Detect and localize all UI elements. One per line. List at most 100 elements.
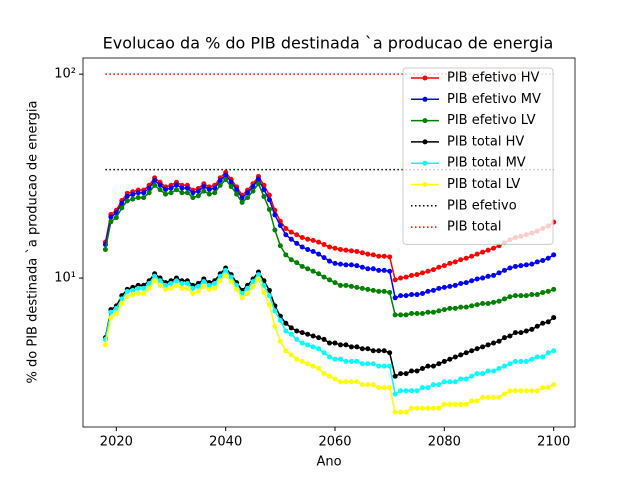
data-point bbox=[365, 266, 371, 272]
data-point bbox=[223, 272, 229, 278]
data-point bbox=[190, 290, 196, 296]
data-point bbox=[529, 292, 535, 298]
plot-frame bbox=[82, 57, 576, 428]
data-point bbox=[491, 394, 497, 400]
legend-marker bbox=[422, 96, 428, 102]
data-point bbox=[354, 284, 360, 290]
data-point bbox=[316, 251, 322, 257]
data-point bbox=[343, 282, 349, 288]
data-point bbox=[266, 287, 272, 293]
data-point bbox=[491, 368, 497, 374]
data-point bbox=[359, 264, 365, 270]
data-point bbox=[359, 382, 365, 388]
data-point bbox=[370, 252, 376, 258]
data-point bbox=[250, 188, 256, 194]
data-point bbox=[447, 283, 453, 289]
data-point bbox=[168, 190, 174, 196]
data-point bbox=[376, 363, 382, 369]
data-point bbox=[376, 253, 382, 259]
data-point bbox=[501, 391, 507, 397]
data-point bbox=[113, 215, 119, 221]
data-point bbox=[343, 358, 349, 364]
data-point bbox=[348, 379, 354, 385]
data-point bbox=[283, 252, 289, 258]
data-point bbox=[130, 191, 136, 197]
data-point bbox=[469, 348, 475, 354]
data-point bbox=[518, 358, 524, 364]
data-point bbox=[173, 278, 179, 284]
data-point bbox=[430, 405, 436, 411]
legend-label: PIB total LV bbox=[447, 177, 520, 192]
data-point bbox=[540, 320, 546, 326]
data-point bbox=[348, 358, 354, 364]
data-point bbox=[217, 177, 223, 183]
data-point bbox=[425, 385, 431, 391]
data-point bbox=[458, 352, 464, 358]
data-point bbox=[398, 293, 404, 299]
data-point bbox=[496, 270, 502, 276]
data-point bbox=[365, 286, 371, 292]
data-point bbox=[288, 236, 294, 242]
data-point bbox=[299, 358, 305, 364]
data-point bbox=[343, 379, 349, 385]
data-point bbox=[381, 267, 387, 273]
data-point bbox=[474, 398, 480, 404]
data-point bbox=[141, 290, 147, 296]
data-point bbox=[409, 311, 415, 317]
data-point bbox=[272, 323, 278, 329]
data-point bbox=[113, 311, 119, 317]
data-point bbox=[469, 253, 475, 259]
data-point bbox=[392, 409, 398, 415]
data-point bbox=[348, 262, 354, 268]
data-point bbox=[190, 195, 196, 201]
data-point bbox=[310, 268, 316, 274]
data-point bbox=[223, 177, 229, 183]
data-point bbox=[376, 348, 382, 354]
data-point bbox=[409, 405, 415, 411]
data-point bbox=[403, 409, 409, 415]
data-point bbox=[441, 307, 447, 313]
data-point bbox=[288, 352, 294, 358]
data-point bbox=[354, 379, 360, 385]
data-point bbox=[452, 354, 458, 360]
data-point bbox=[436, 264, 442, 270]
data-point bbox=[184, 190, 190, 196]
data-point bbox=[288, 325, 294, 331]
data-point bbox=[173, 182, 179, 188]
data-point bbox=[359, 361, 365, 367]
data-point bbox=[217, 278, 223, 284]
data-point bbox=[272, 227, 278, 233]
data-point bbox=[141, 195, 147, 201]
data-point bbox=[332, 280, 338, 286]
data-point bbox=[316, 346, 322, 352]
data-point bbox=[108, 315, 114, 321]
data-point bbox=[425, 405, 431, 411]
data-point bbox=[261, 187, 267, 193]
data-point bbox=[294, 260, 300, 266]
data-point bbox=[414, 311, 420, 317]
data-point bbox=[419, 405, 425, 411]
data-point bbox=[501, 267, 507, 273]
data-point bbox=[195, 193, 201, 199]
data-point bbox=[540, 385, 546, 391]
data-point bbox=[359, 250, 365, 256]
data-point bbox=[102, 342, 108, 348]
data-point bbox=[239, 295, 245, 301]
data-point bbox=[474, 371, 480, 377]
data-point bbox=[507, 388, 513, 394]
data-point bbox=[332, 245, 338, 251]
legend-label: PIB efetivo bbox=[447, 198, 517, 213]
data-point bbox=[305, 331, 311, 337]
data-point bbox=[141, 285, 147, 291]
data-point bbox=[294, 232, 300, 238]
data-point bbox=[485, 342, 491, 348]
data-point bbox=[135, 190, 141, 196]
data-point bbox=[228, 279, 234, 285]
data-point bbox=[294, 328, 300, 334]
data-point bbox=[179, 185, 185, 191]
data-point bbox=[206, 191, 212, 197]
data-point bbox=[474, 302, 480, 308]
data-point bbox=[163, 286, 169, 292]
data-point bbox=[414, 405, 420, 411]
data-point bbox=[392, 295, 398, 301]
